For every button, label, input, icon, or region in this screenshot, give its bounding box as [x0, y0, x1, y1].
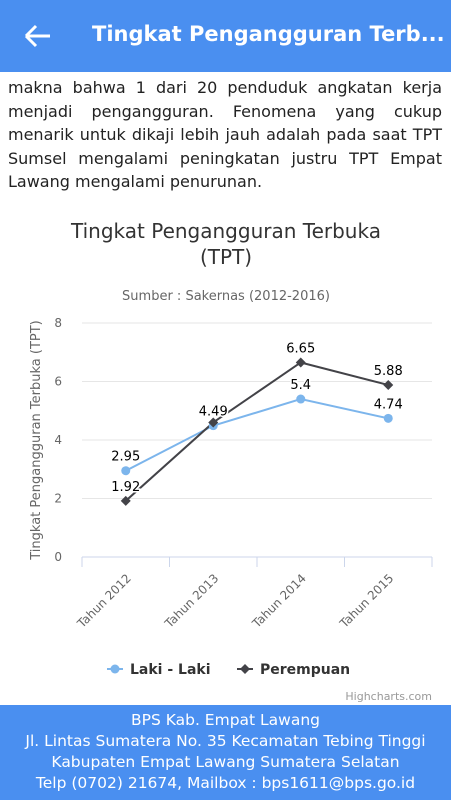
chart: Tingkat Pengangguran Terbuka (TPT) Sumber… — [29, 219, 433, 703]
legend-label: Laki - Laki — [130, 662, 211, 678]
series-line — [125, 398, 389, 472]
footer: BPS Kab. Empat Lawang Jl. Lintas Sumatera… — [0, 705, 451, 800]
x-tick-label: Tahun 2014 — [249, 571, 309, 631]
footer-line: Jl. Lintas Sumatera No. 35 Kecamatan Teb… — [25, 732, 426, 750]
y-tick-label: 2 — [54, 492, 62, 506]
chart-title-line: Tingkat Pengangguran Terbuka — [70, 219, 381, 243]
y-tick-label: 0 — [54, 550, 62, 564]
y-tick-label: 6 — [54, 375, 62, 389]
y-tick-label: 4 — [54, 433, 62, 447]
data-label: 2.95 — [111, 450, 140, 465]
data-label: 4.74 — [374, 397, 403, 412]
data-label: 5.88 — [374, 364, 403, 379]
point — [295, 357, 306, 368]
data-label: 6.65 — [286, 341, 315, 356]
credit: Highcharts.com — [345, 690, 432, 703]
point — [296, 394, 306, 404]
x-tick-label: Tahun 2012 — [74, 571, 134, 631]
chart-title: Tingkat Pengangguran Terbuka (TPT) — [70, 219, 381, 269]
app-bar: Tingkat Pengangguran Terb... — [0, 0, 451, 72]
legend-symbol — [240, 664, 250, 674]
point — [120, 495, 131, 506]
footer-line: Kabupaten Empat Lawang Sumatera Selatan — [51, 753, 400, 771]
point — [121, 466, 131, 476]
data-label: 5.4 — [290, 378, 311, 393]
footer-line: Telp (0702) 21674, Mailbox : bps1611@bps… — [35, 774, 416, 792]
back-button[interactable] — [22, 0, 62, 72]
point — [383, 413, 393, 423]
app-title: Tingkat Pengangguran Terb... — [92, 22, 445, 46]
data-label: 4.49 — [199, 405, 228, 420]
back-arrow — [24, 24, 50, 48]
point — [383, 380, 394, 391]
y-tick-label: 8 — [54, 316, 62, 330]
x-tick-label: Tahun 2013 — [161, 571, 221, 631]
legend-symbol — [110, 664, 120, 674]
chart-subtitle: Sumber : Sakernas (2012-2016) — [122, 289, 330, 304]
data-label: 1.92 — [111, 480, 140, 495]
y-axis-label: Tingkat Pengangguran Terbuka (TPT) — [29, 320, 44, 560]
x-tick-label: Tahun 2015 — [336, 571, 396, 631]
point — [208, 417, 219, 428]
footer-line: BPS Kab. Empat Lawang — [130, 711, 321, 729]
paragraph: makna bahwa 1 dari 20 penduduk angkatan … — [8, 78, 442, 191]
legend-label: Perempuan — [260, 662, 350, 678]
chart-title-line: (TPT) — [200, 245, 252, 269]
series-line — [125, 361, 389, 502]
